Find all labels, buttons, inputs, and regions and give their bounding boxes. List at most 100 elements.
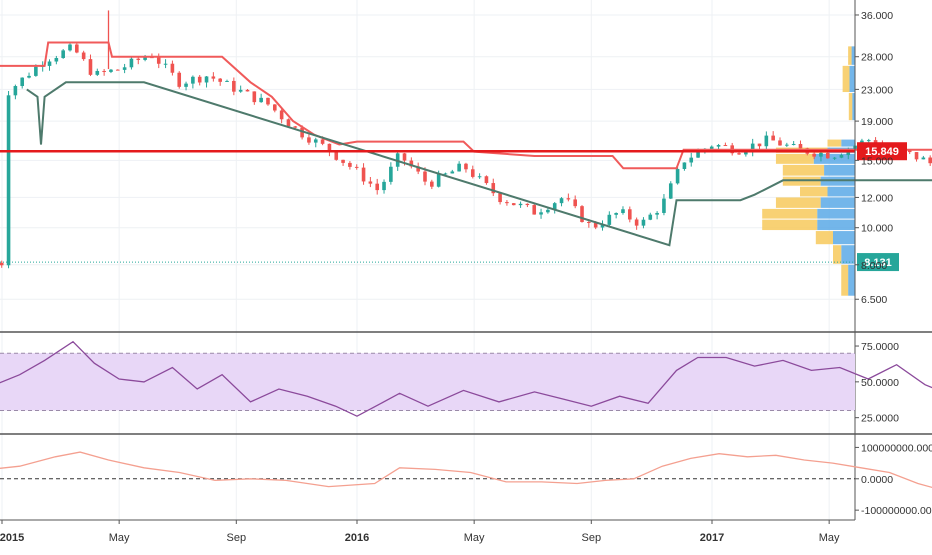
candle-body — [75, 44, 79, 53]
volume-profile-buy-bar — [817, 208, 855, 219]
candle-body — [334, 151, 339, 160]
stop-line-lower — [26, 81, 932, 247]
oscillator-axis-tick-label: 100000000.0000 — [861, 442, 932, 454]
candle-body — [313, 139, 318, 143]
candle-body — [532, 205, 537, 215]
candle-body — [839, 155, 844, 158]
candle-body — [744, 151, 748, 155]
price-axis: 36.000 28.000 23.000 19.000 15.000 12.000 10.0… — [855, 10, 893, 306]
x-axis-tick-label: Sep — [582, 532, 602, 544]
price-axis-tick-label: 8.000 — [861, 260, 887, 272]
candle-body — [354, 166, 359, 168]
candle-body — [307, 137, 311, 143]
candle-body — [279, 110, 284, 120]
price-axis-tick-label: 23.000 — [861, 84, 893, 96]
candle-body — [682, 162, 687, 169]
candle-body — [491, 183, 496, 194]
candle-body — [655, 212, 659, 215]
candle-body — [129, 58, 134, 68]
candle-body — [580, 206, 584, 222]
candle-body — [628, 209, 632, 220]
volume-profile-buy-bar — [833, 231, 855, 245]
candle-body — [259, 97, 263, 103]
volume-profile-sell-bar — [782, 164, 825, 176]
candle-body — [184, 83, 188, 87]
candle-body — [102, 70, 106, 72]
volume-profile-buy-bar — [852, 93, 855, 121]
candle-body — [375, 183, 380, 191]
candle-body — [430, 181, 434, 187]
candle-body — [177, 72, 182, 87]
volume-profile-buy-bar — [817, 219, 855, 231]
candle-body — [498, 193, 502, 203]
volume-profile-buy-bar — [851, 46, 855, 65]
candle-body — [689, 157, 694, 163]
candle-body — [593, 222, 598, 228]
candle-body — [88, 59, 93, 75]
candle-body — [245, 89, 250, 92]
volume-profile-sell-bar — [841, 264, 849, 296]
candle-body — [61, 50, 65, 59]
candle-body — [409, 160, 414, 167]
candle-body — [225, 80, 229, 82]
candle-body — [341, 159, 345, 163]
candle-body — [737, 153, 741, 155]
rsi-axis-tick-label: 75.0000 — [861, 341, 899, 353]
x-axis-tick-label: May — [464, 532, 485, 544]
x-axis-tick-label: 2016 — [345, 532, 369, 544]
candle-body — [443, 173, 448, 175]
candle-body — [668, 183, 673, 199]
volume-profile-sell-bar — [833, 245, 842, 264]
candle-body — [709, 146, 714, 149]
oscillator-line — [0, 451, 932, 489]
candle-body — [559, 198, 564, 204]
price-axis-tick-label: 28.000 — [861, 52, 893, 64]
volume-profile-buy-bar — [820, 197, 855, 208]
x-axis-tick-label: May — [109, 532, 130, 544]
candle-body — [122, 67, 127, 70]
candle-body — [914, 152, 919, 160]
candle-body — [696, 151, 700, 158]
volume-profile-sell-bar — [842, 65, 850, 93]
candle-body — [675, 168, 680, 184]
resistance-price-label: 15.849 — [865, 146, 899, 158]
candle-body — [464, 163, 468, 170]
volume-profile-buy-bar — [827, 186, 855, 197]
candle-body — [600, 224, 605, 228]
volume-profile-sell-bar — [762, 219, 818, 231]
volume-profile-buy-bar — [848, 264, 855, 296]
candle-body — [757, 143, 762, 147]
price-axis-tick-label: 10.000 — [861, 223, 893, 235]
volume-profile-buy-bar — [849, 65, 855, 93]
candle-body — [191, 76, 195, 84]
candle-body — [921, 157, 926, 160]
x-axis-tick-label: Sep — [227, 532, 247, 544]
rsi-axis-tick-label: 25.0000 — [861, 413, 899, 425]
candle-body — [273, 104, 277, 111]
candle-body — [266, 97, 270, 105]
x-axis-labels: 2015MaySep2016MaySep2017MaySep2018MaySep… — [0, 520, 840, 544]
candle-body — [552, 203, 557, 210]
candle-body — [156, 57, 161, 64]
candle-body — [436, 173, 441, 187]
candle-body — [621, 209, 625, 214]
candle-body — [573, 199, 577, 207]
rsi-axis-tick-label: 50.0000 — [861, 377, 899, 389]
x-axis-tick-label: May — [819, 532, 840, 544]
candle-body — [641, 219, 646, 226]
candle-body — [54, 58, 59, 62]
candle-body — [204, 76, 209, 83]
x-axis-tick-label: 2015 — [0, 532, 24, 544]
grid-lines — [0, 0, 855, 520]
candle-body — [136, 58, 141, 60]
candle-body — [423, 171, 427, 182]
candle-body — [785, 144, 789, 146]
candle-body — [716, 145, 721, 147]
volume-profile-sell-bar — [775, 197, 821, 208]
stop-line-upper — [0, 41, 932, 170]
candle-body — [81, 52, 86, 60]
candle-body — [771, 135, 775, 141]
candle-body — [634, 219, 639, 226]
candle-body — [587, 221, 591, 223]
